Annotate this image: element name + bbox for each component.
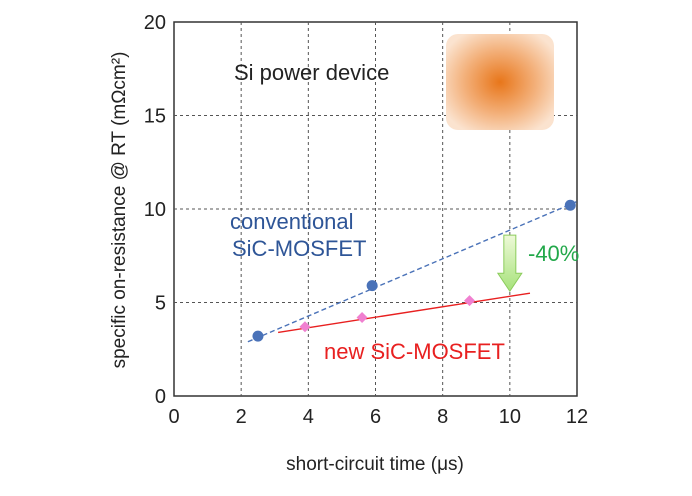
x-tick-label: 10 xyxy=(499,406,521,428)
conventional-label-line1: conventional xyxy=(230,209,354,234)
new-data-point xyxy=(299,321,311,333)
grid xyxy=(174,22,577,396)
reduction-arrow xyxy=(496,234,523,293)
reduction-label: -40% xyxy=(528,241,579,266)
new-data-point xyxy=(356,311,368,323)
y-tick-label: 5 xyxy=(155,293,166,315)
new-trend-line xyxy=(278,292,531,334)
y-axis-label: specific on-resistance @ RT (mΩcm²) xyxy=(109,52,130,369)
conventional-data-point xyxy=(366,280,378,292)
x-tick-label: 0 xyxy=(168,406,179,428)
conventional-label-line2: SiC-MOSFET xyxy=(232,236,366,261)
y-tick-label: 15 xyxy=(144,106,166,128)
new-data-point xyxy=(464,295,476,307)
x-axis-label: short-circuit time (μs) xyxy=(286,454,464,475)
si-power-device-label: Si power device xyxy=(234,60,389,85)
series-layer xyxy=(247,199,578,343)
x-tick-label: 6 xyxy=(370,406,381,428)
x-tick-label: 4 xyxy=(303,406,314,428)
conventional-data-point xyxy=(564,199,576,211)
new-sic-label: new SiC-MOSFET xyxy=(324,339,505,364)
conventional-data-point xyxy=(252,330,264,342)
conventional-trend-line xyxy=(247,200,578,343)
y-tick-label: 20 xyxy=(144,12,166,34)
x-tick-label: 12 xyxy=(566,406,588,428)
x-tick-label: 2 xyxy=(236,406,247,428)
y-tick-label: 0 xyxy=(155,386,166,408)
y-tick-label: 10 xyxy=(144,199,166,221)
tick-labels: 0 2 4 6 8 10 12 0 5 10 15 20 xyxy=(144,12,588,428)
si-device-image xyxy=(446,34,554,130)
x-tick-label: 8 xyxy=(437,406,448,428)
